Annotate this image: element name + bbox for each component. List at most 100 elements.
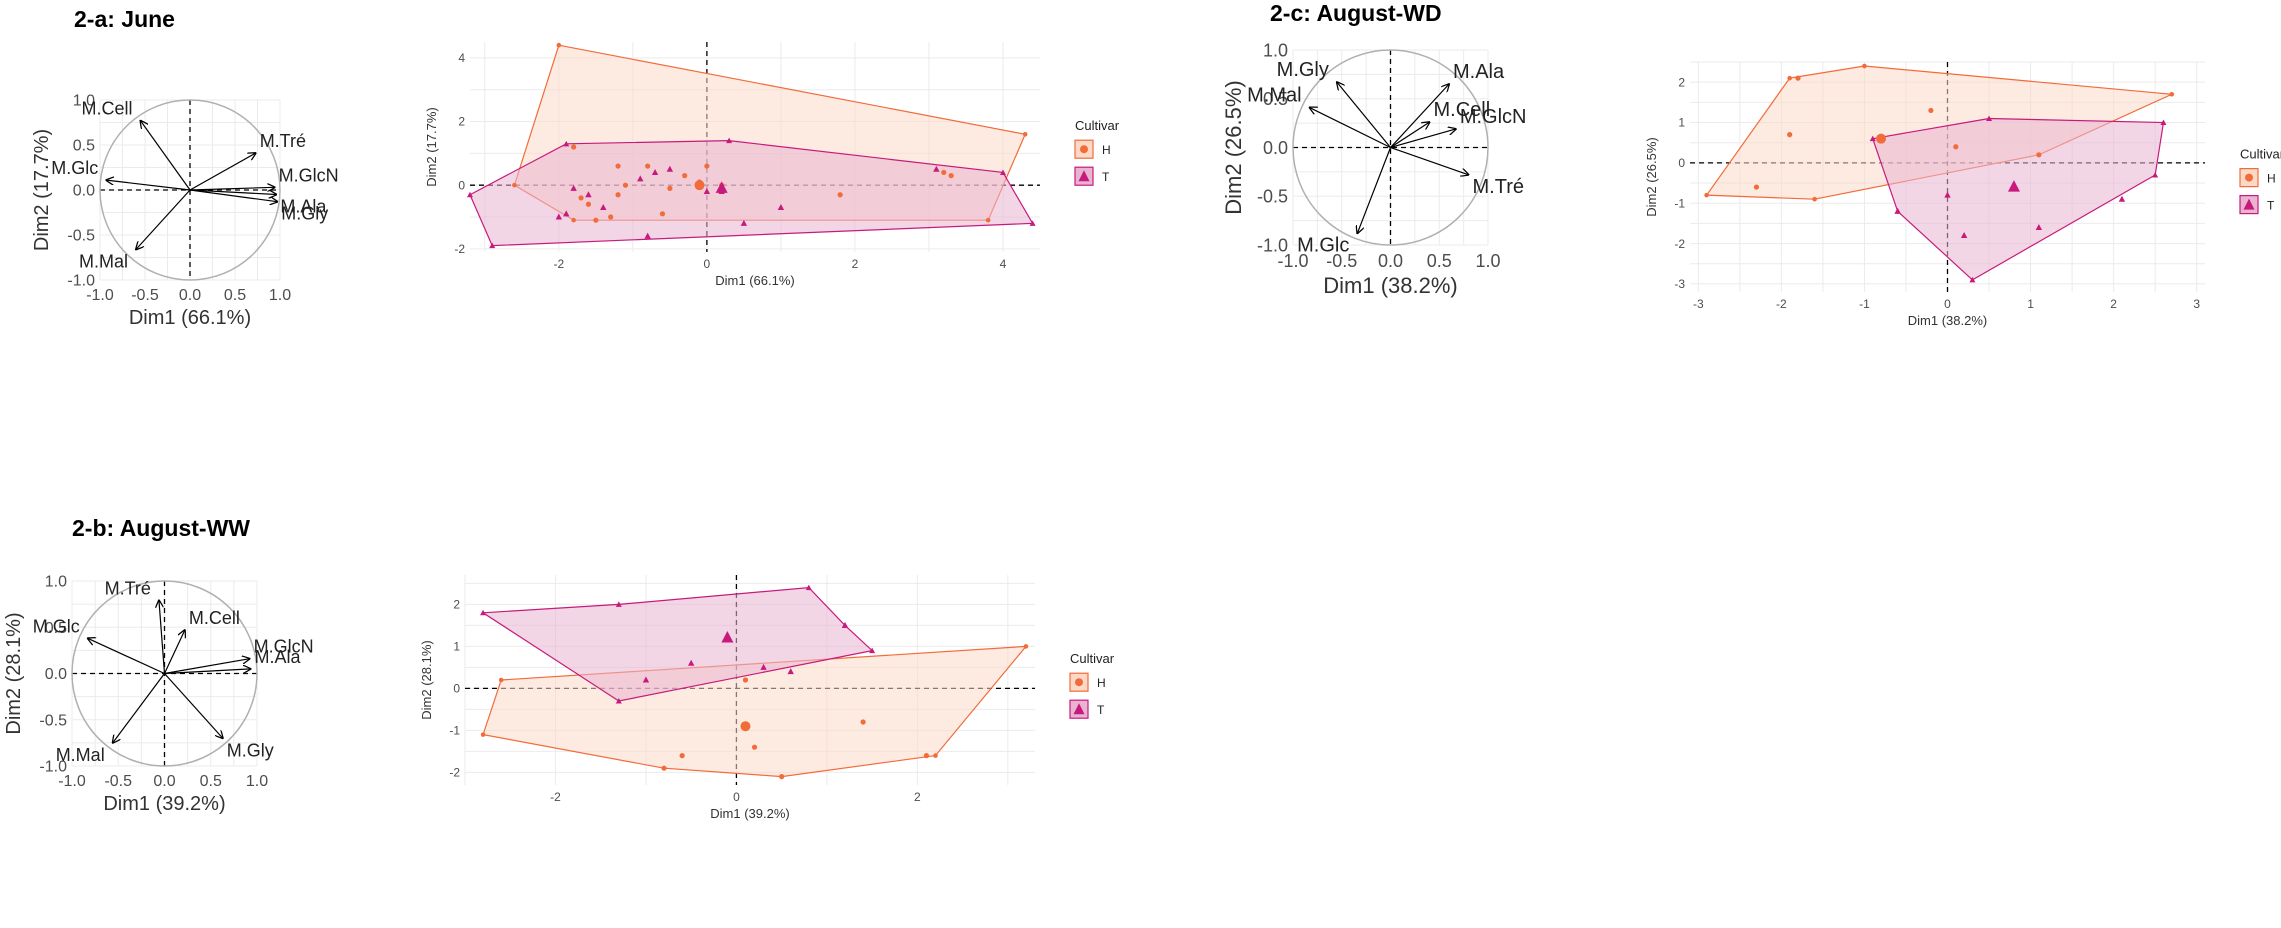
hull-vertex-H [512, 182, 517, 188]
point-T [777, 203, 785, 210]
x-tick-label: -1.0 [86, 287, 114, 304]
x-tick-label: 2 [852, 257, 859, 271]
x-tick-label: 1.0 [269, 287, 291, 304]
point-H [1795, 75, 1801, 81]
y-tick-label: 0.5 [45, 620, 67, 637]
point-H [622, 182, 629, 188]
legend-label: T [2267, 199, 2275, 213]
point-H [1953, 144, 1959, 150]
y-tick-label: 1 [453, 640, 460, 654]
point-H [941, 169, 947, 176]
y-tick-label: 0 [453, 682, 460, 696]
y-tick-label: -1.0 [39, 759, 67, 776]
variable-label: M.Glc [51, 158, 98, 178]
variable-arrow-m-cell [163, 630, 185, 674]
x-axis-label: Dim1 (66.1%) [715, 273, 794, 288]
centroid-H [694, 180, 705, 191]
august-wd-individuals-plot: -3 -2 -1 0 1 2 3 -3 -2 -1 0 1 2 Dim1 (38.2%) Dim2 (26.… [1644, 61, 2281, 328]
variable-label: M.Gly [281, 204, 328, 224]
x-tick-label: -1.0 [1277, 251, 1308, 271]
hull-vertex-H [985, 217, 991, 223]
variable-arrow-m-cell [141, 121, 191, 191]
x-tick-label: -2 [1776, 297, 1787, 311]
variable-label: M.Ala [255, 647, 302, 667]
hull-vertex-H [1022, 131, 1028, 137]
legend-label: H [1102, 143, 1111, 157]
point-H [608, 214, 614, 220]
point-T [687, 659, 695, 666]
x-tick-label: 0.0 [1378, 251, 1403, 271]
panel-title-2a: 2-a: June [74, 6, 175, 32]
x-tick-label: 4 [1000, 257, 1007, 271]
point-H [578, 195, 584, 201]
variable-label: M.Glc [33, 616, 80, 636]
hull-vertex-H [933, 753, 938, 758]
point-T [1944, 191, 1951, 198]
variable-arrow-m-gly [189, 189, 277, 202]
point-H [1753, 184, 1760, 190]
x-tick-label: -0.5 [104, 773, 132, 790]
legend-title: Cultivar [1075, 118, 1120, 133]
point-H [837, 192, 843, 198]
variable-arrow-m-tr- [189, 153, 256, 191]
x-tick-label: 0.5 [1427, 251, 1452, 271]
variable-arrow-m-glc [1357, 147, 1392, 234]
correlation-circle [1292, 49, 1489, 246]
hull-vertex-T [1869, 135, 1876, 142]
point-T [585, 191, 592, 198]
hull-vertex-T [1029, 220, 1036, 226]
august-ww-individuals-plot: -2 0 2 -2 -1 0 1 2 Dim1 (39.2%) Dim2 (28.1%) Culti… [419, 575, 1115, 821]
point-H [645, 163, 651, 169]
variable-arrow-m-mal [1310, 108, 1391, 149]
variable-label: M.Cell [1434, 99, 1491, 121]
point-H [679, 753, 685, 759]
legend-label: T [1102, 170, 1110, 184]
hull-vertex-H [1812, 196, 1817, 202]
hull-vertex-H [571, 217, 576, 223]
june-variable-circle-plot: -1.0 -0.5 0.0 0.5 1.0 -1.0 -0.5 0.0 0.5 1.0 Dim1 (… [31, 93, 339, 329]
point-H [615, 192, 621, 198]
variable-arrow-m-ala [164, 669, 251, 675]
panel-title-2c: 2-c: August-WD [1270, 0, 1442, 26]
hull-vertex-H [1023, 644, 1029, 649]
point-T [841, 621, 849, 628]
point-H [682, 173, 688, 179]
legend-label: H [2267, 172, 2276, 186]
point-H [661, 765, 667, 771]
hull-vertex-H [480, 732, 486, 737]
x-tick-label: -2 [553, 257, 564, 271]
point-H [923, 753, 930, 759]
hull-vertex-T [805, 584, 812, 591]
hull-vertex-H [1862, 63, 1867, 69]
point-T [642, 676, 650, 683]
variable-label: M.Tré [1473, 176, 1524, 198]
variable-arrow-m-gly [164, 673, 223, 739]
point-H [659, 211, 666, 217]
y-tick-label: 1.0 [73, 93, 95, 110]
x-tick-label: -2 [550, 790, 561, 804]
y-tick-label: -2 [449, 766, 460, 780]
point-H [593, 217, 599, 223]
variable-label: M.Gly [227, 740, 274, 760]
centroid-T [721, 631, 734, 643]
x-tick-label: 0.5 [200, 773, 222, 790]
variable-label: M.Mal [79, 251, 128, 271]
hull-vertex-H [1787, 75, 1792, 81]
y-axis-label: Dim2 (26.5%) [1644, 137, 1659, 216]
point-H [1787, 132, 1793, 138]
august-wd-variable-circle-plot: -1.0 -0.5 0.0 0.5 1.0 -1.0 -0.5 0.0 0.5 1.0 Dim1 (… [1221, 40, 1526, 298]
hull-vertex-T [999, 169, 1006, 175]
point-T [563, 210, 570, 217]
variable-arrow-m-glcn [189, 187, 275, 190]
y-tick-label: -2 [1674, 237, 1685, 251]
panel-title-2b: 2-b: August-WW [72, 515, 250, 541]
x-tick-label: 1.0 [1475, 251, 1500, 271]
point-T [703, 188, 711, 195]
hull-vertex-T [615, 698, 622, 704]
x-axis-label: Dim1 (39.2%) [103, 793, 225, 815]
hull-vertex-T [726, 137, 733, 144]
y-tick-label: 1 [1678, 116, 1685, 130]
y-tick-label: -0.5 [67, 228, 95, 245]
point-T [1960, 232, 1968, 239]
variable-arrow-m-tr- [1390, 146, 1469, 175]
